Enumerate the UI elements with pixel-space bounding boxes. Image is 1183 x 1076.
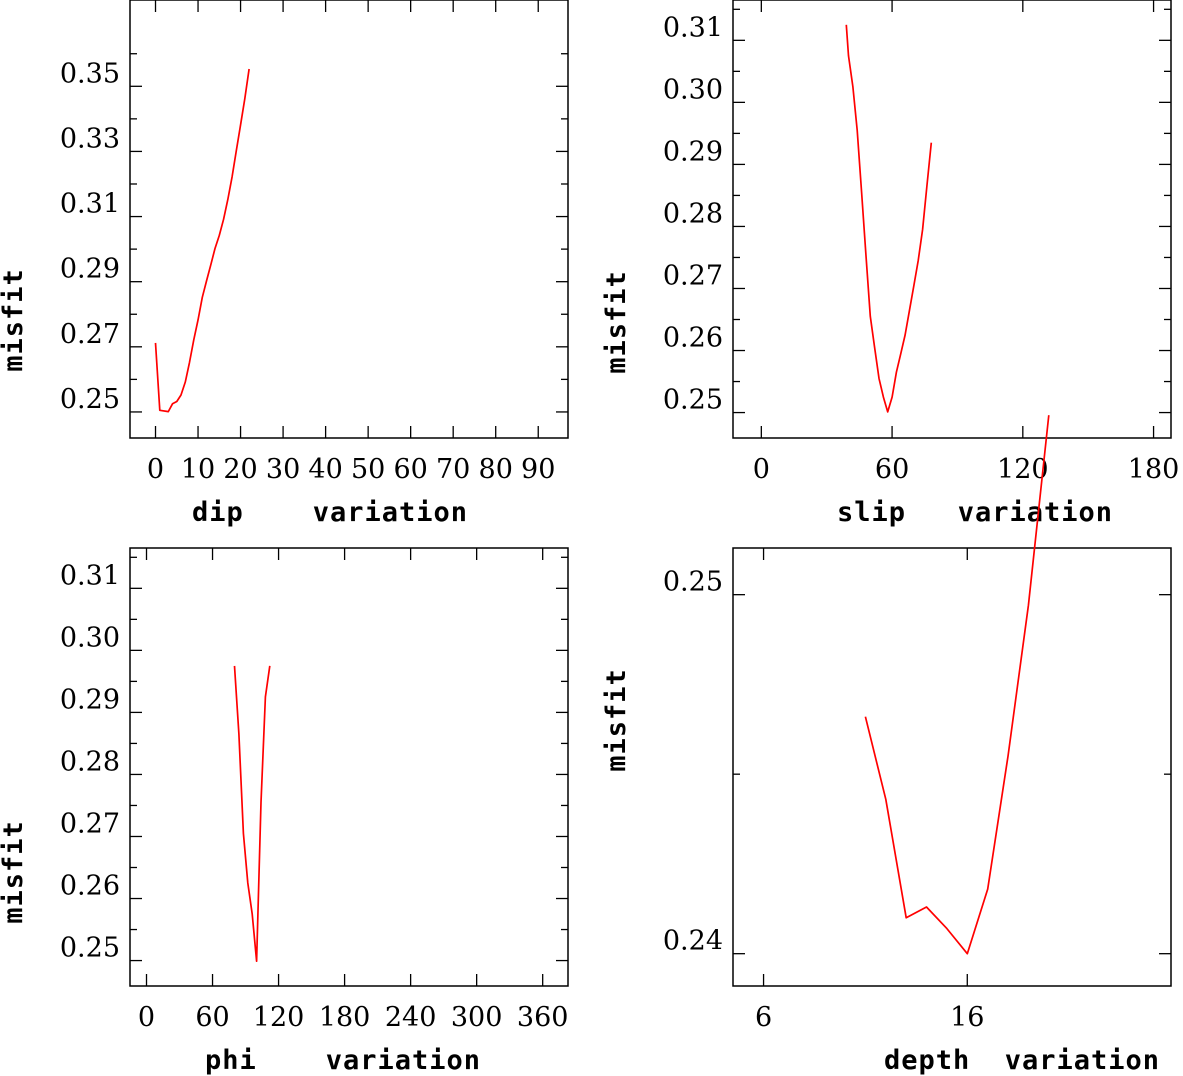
y-tick-label: 0.25 xyxy=(60,384,120,415)
x-axis-label: dip variation xyxy=(192,497,468,528)
x-tick-label: 60 xyxy=(393,454,427,485)
y-tick-label: 0.25 xyxy=(60,933,120,964)
x-tick-label: 70 xyxy=(436,454,470,485)
y-tick-label: 0.30 xyxy=(663,74,723,105)
y-axis-label: misfit xyxy=(0,820,29,924)
y-axis-label: misfit xyxy=(601,668,632,772)
x-tick-label: 180 xyxy=(319,1002,371,1033)
x-axis-label: depth variation xyxy=(884,1045,1160,1076)
y-tick-label: 0.27 xyxy=(60,319,120,350)
x-tick-label: 60 xyxy=(875,454,909,485)
y-tick-label: 0.25 xyxy=(663,385,723,416)
x-tick-label: 60 xyxy=(195,1002,229,1033)
y-axis-label: misfit xyxy=(0,268,29,372)
y-tick-label: 0.25 xyxy=(663,567,723,598)
y-tick-label: 0.28 xyxy=(60,746,120,777)
x-tick-label: 120 xyxy=(253,1002,305,1033)
y-tick-label: 0.29 xyxy=(60,684,120,715)
y-tick-label: 0.26 xyxy=(663,323,723,354)
x-tick-label: 30 xyxy=(266,454,300,485)
x-axis-label: phi variation xyxy=(205,1045,481,1076)
dip-panel: dip variation misfit 0 10 20 30 40 50 60 70 80 90… xyxy=(0,0,569,528)
y-tick-label: 0.24 xyxy=(663,926,723,957)
slip-panel: slip variation misfit 0 60 120 180 0.25 0.26 0… xyxy=(601,0,1179,528)
x-tick-label: 0 xyxy=(147,454,164,485)
depth-panel: depth variation misfit 6 16 0.24 0.25 xyxy=(601,415,1172,1076)
y-tick-label: 0.26 xyxy=(60,871,120,902)
y-tick-label: 0.31 xyxy=(663,12,723,43)
x-tick-label: 0 xyxy=(753,454,770,485)
y-tick-label: 0.27 xyxy=(60,808,120,839)
y-axis-label: misfit xyxy=(601,270,632,374)
x-tick-label: 180 xyxy=(1128,454,1180,485)
x-tick-label: 16 xyxy=(950,1002,984,1033)
plot-frame xyxy=(732,0,1172,439)
slip-misfit-line xyxy=(845,24,933,413)
y-tick-label: 0.33 xyxy=(60,123,120,154)
dip-misfit-line xyxy=(154,68,250,413)
plot-frame xyxy=(732,547,1172,987)
depth-misfit-line xyxy=(864,415,1050,955)
x-tick-label: 6 xyxy=(755,1002,772,1033)
x-tick-label: 120 xyxy=(997,454,1049,485)
x-tick-label: 360 xyxy=(517,1002,569,1033)
y-tick-label: 0.29 xyxy=(60,254,120,285)
x-tick-label: 90 xyxy=(521,454,555,485)
x-tick-label: 10 xyxy=(181,454,215,485)
x-tick-label: 80 xyxy=(479,454,513,485)
y-tick-label: 0.30 xyxy=(60,622,120,653)
phi-misfit-line xyxy=(233,665,271,963)
x-tick-label: 300 xyxy=(451,1002,503,1033)
y-tick-label: 0.31 xyxy=(60,189,120,220)
x-tick-label: 240 xyxy=(385,1002,437,1033)
x-axis-label: slip variation xyxy=(837,497,1113,528)
x-tick-label: 20 xyxy=(223,454,257,485)
y-tick-label: 0.29 xyxy=(663,136,723,167)
plot-frame xyxy=(129,547,569,987)
y-tick-label: 0.27 xyxy=(663,260,723,291)
x-tick-label: 40 xyxy=(308,454,342,485)
plot-frame xyxy=(129,0,569,439)
phi-panel: phi variation misfit 0 60 120 180 240 300 360 0… xyxy=(0,547,569,1076)
y-tick-label: 0.31 xyxy=(60,560,120,591)
y-tick-label: 0.28 xyxy=(663,198,723,229)
x-tick-label: 50 xyxy=(351,454,385,485)
y-tick-label: 0.35 xyxy=(60,58,120,89)
x-tick-label: 0 xyxy=(138,1002,155,1033)
